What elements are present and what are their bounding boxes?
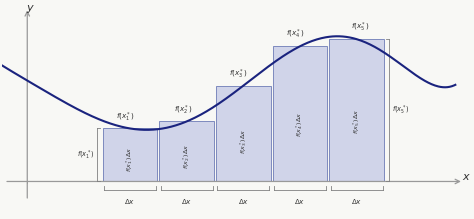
Text: $\Delta x$: $\Delta x$: [351, 197, 362, 206]
Text: $f(x_1^*)\Delta x$: $f(x_1^*)\Delta x$: [125, 147, 136, 172]
Text: $f(x_4^*)$: $f(x_4^*)$: [286, 28, 305, 41]
Bar: [159, 121, 214, 182]
Text: $f(x_1^*)$: $f(x_1^*)$: [77, 148, 95, 162]
Text: $y$: $y$: [26, 3, 35, 15]
Bar: [216, 86, 271, 182]
Text: $f(x_4^*)\Delta x$: $f(x_4^*)\Delta x$: [295, 112, 305, 137]
Text: $f(x_2^*)$: $f(x_2^*)$: [174, 103, 193, 117]
Text: $f(x_1^*)$: $f(x_1^*)$: [117, 110, 136, 124]
Text: $f(x_5^*)$: $f(x_5^*)$: [392, 104, 410, 117]
Text: $\Delta x$: $\Delta x$: [181, 197, 192, 206]
Text: $f(x_3^*)\Delta x$: $f(x_3^*)\Delta x$: [238, 129, 249, 154]
Text: $\Delta x$: $\Delta x$: [125, 197, 136, 206]
Text: $f(x_2^*)\Delta x$: $f(x_2^*)\Delta x$: [182, 144, 192, 169]
Text: $\Delta x$: $\Delta x$: [238, 197, 249, 206]
Text: $f(x_5^*)\Delta x$: $f(x_5^*)\Delta x$: [351, 109, 362, 134]
Text: $f(x_5^*)$: $f(x_5^*)$: [351, 21, 370, 34]
Bar: [273, 46, 328, 182]
Bar: [103, 129, 157, 182]
Bar: [329, 39, 384, 182]
Text: $f(x_3^*)$: $f(x_3^*)$: [229, 67, 248, 81]
Text: $x$: $x$: [462, 172, 471, 182]
Text: $\Delta x$: $\Delta x$: [294, 197, 306, 206]
